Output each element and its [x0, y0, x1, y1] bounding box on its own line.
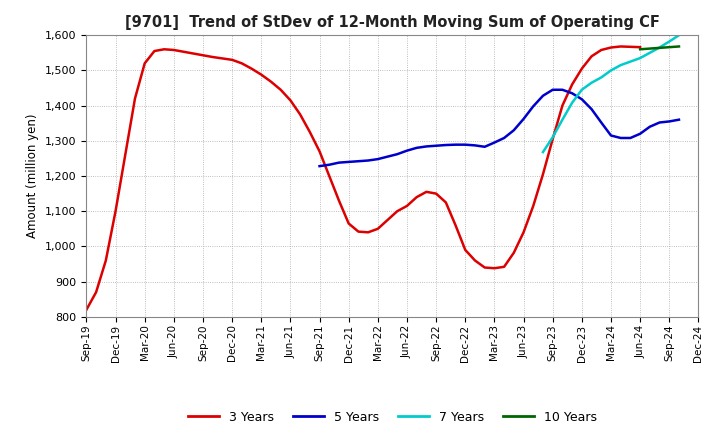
- 5 Years: [335, 160, 343, 165]
- 5 Years: [344, 159, 353, 165]
- 3 Years: [218, 56, 227, 61]
- 7 Years: [626, 59, 635, 64]
- 5 Years: [490, 140, 499, 145]
- 3 Years: [82, 307, 91, 312]
- 3 Years: [208, 55, 217, 60]
- 3 Years: [616, 44, 625, 49]
- 5 Years: [422, 144, 431, 149]
- 7 Years: [665, 39, 674, 44]
- 7 Years: [588, 80, 596, 85]
- Line: 3 Years: 3 Years: [86, 47, 640, 310]
- 5 Years: [529, 104, 538, 109]
- 5 Years: [588, 106, 596, 112]
- 5 Years: [626, 136, 635, 141]
- 5 Years: [451, 142, 460, 147]
- 5 Years: [558, 87, 567, 92]
- 7 Years: [607, 68, 616, 73]
- 5 Years: [539, 93, 547, 99]
- 5 Years: [393, 151, 402, 157]
- 3 Years: [490, 266, 499, 271]
- Legend: 3 Years, 5 Years, 7 Years, 10 Years: 3 Years, 5 Years, 7 Years, 10 Years: [183, 406, 602, 429]
- 5 Years: [500, 136, 508, 141]
- 5 Years: [413, 145, 421, 150]
- 5 Years: [616, 136, 625, 141]
- 5 Years: [325, 162, 333, 167]
- 5 Years: [675, 117, 683, 122]
- 5 Years: [597, 120, 606, 125]
- 5 Years: [549, 87, 557, 92]
- 5 Years: [432, 143, 441, 148]
- 5 Years: [577, 97, 586, 102]
- 7 Years: [577, 87, 586, 92]
- 7 Years: [558, 117, 567, 122]
- 7 Years: [655, 45, 664, 50]
- 10 Years: [675, 44, 683, 49]
- 7 Years: [568, 100, 577, 106]
- 5 Years: [655, 120, 664, 125]
- 7 Years: [616, 62, 625, 68]
- 5 Years: [383, 154, 392, 159]
- 5 Years: [568, 91, 577, 96]
- 5 Years: [510, 128, 518, 133]
- Line: 7 Years: 7 Years: [543, 35, 679, 152]
- 5 Years: [461, 142, 469, 147]
- 5 Years: [354, 158, 363, 164]
- 3 Years: [549, 136, 557, 142]
- 5 Years: [374, 157, 382, 162]
- 5 Years: [364, 158, 372, 163]
- 7 Years: [597, 75, 606, 80]
- 7 Years: [549, 135, 557, 140]
- Line: 10 Years: 10 Years: [640, 47, 679, 49]
- 5 Years: [315, 164, 324, 169]
- 5 Years: [441, 143, 450, 148]
- 7 Years: [675, 33, 683, 38]
- 7 Years: [636, 55, 644, 61]
- 5 Years: [646, 124, 654, 129]
- 10 Years: [655, 45, 664, 51]
- 10 Years: [646, 46, 654, 51]
- 3 Years: [607, 45, 616, 50]
- 5 Years: [471, 143, 480, 148]
- 5 Years: [636, 131, 644, 136]
- 5 Years: [519, 116, 528, 121]
- 5 Years: [402, 148, 411, 153]
- 7 Years: [539, 150, 547, 155]
- Line: 5 Years: 5 Years: [320, 90, 679, 166]
- 5 Years: [665, 119, 674, 124]
- Y-axis label: Amount (million yen): Amount (million yen): [27, 114, 40, 238]
- 7 Years: [646, 50, 654, 55]
- 3 Years: [636, 44, 644, 50]
- Title: [9701]  Trend of StDev of 12-Month Moving Sum of Operating CF: [9701] Trend of StDev of 12-Month Moving…: [125, 15, 660, 30]
- 5 Years: [607, 133, 616, 138]
- 5 Years: [480, 144, 489, 150]
- 3 Years: [451, 223, 460, 228]
- 10 Years: [636, 47, 644, 52]
- 10 Years: [665, 44, 674, 50]
